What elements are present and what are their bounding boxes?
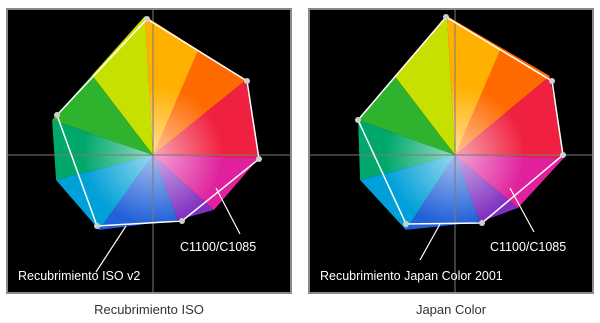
caption-japan: Japan Color [415,302,487,317]
caption-iso: Recubrimiento ISO [94,302,204,317]
gamut-diagram-japan: C1100/C1085 Recubrimiento Japan Color 20… [308,8,594,294]
overlay-leader-line [419,223,441,261]
color-fill [52,16,259,230]
printer-leader-line [509,187,535,233]
overlay-gamut-label: Recubrimiento ISO v2 [18,269,140,283]
printer-gamut-label: C1100/C1085 [490,240,566,254]
gamut-plot-iso: C1100/C1085 Recubrimiento ISO v2 [8,10,290,292]
gamut-plot-japan: C1100/C1085 Recubrimiento Japan Color 20… [310,10,592,292]
printer-leader-line [215,187,241,235]
outline-vertices [54,16,262,229]
color-fill [358,16,564,230]
outline-vertices [355,14,566,227]
gamut-diagram-iso: C1100/C1085 Recubrimiento ISO v2 [6,8,292,294]
overlay-gamut-label: Recubrimiento Japan Color 2001 [320,269,503,283]
printer-gamut-label: C1100/C1085 [180,240,256,254]
overlay-leader-line [95,225,127,273]
